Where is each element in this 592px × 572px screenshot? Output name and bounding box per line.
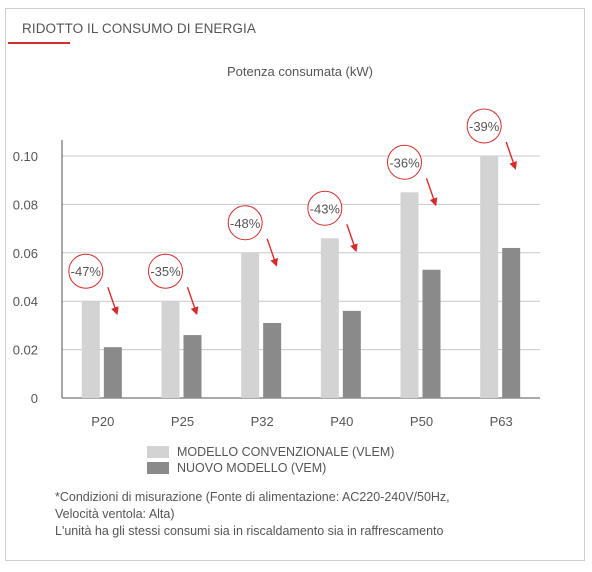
x-tick-label: P50 — [410, 414, 433, 429]
reduction-circle — [466, 108, 502, 144]
x-tick-label: P25 — [171, 414, 194, 429]
reduction-arrow — [266, 238, 278, 267]
bar-conventional — [400, 192, 419, 398]
legend-swatch-new — [147, 462, 169, 474]
bar-conventional — [241, 252, 260, 398]
bar-new — [422, 269, 441, 398]
reduction-arrow — [505, 141, 517, 170]
footnote-line-1: *Condizioni di misurazione (Fonte di ali… — [55, 490, 450, 504]
reduction-circle — [227, 205, 263, 241]
y-tick-label: 0.08 — [13, 197, 38, 212]
chart-legend: MODELLO CONVENZIONALE (VLEM) NUOVO MODEL… — [147, 445, 394, 477]
x-tick-label: P32 — [251, 414, 274, 429]
reduction-circle — [307, 190, 343, 226]
bar-conventional — [480, 156, 499, 398]
reduction-label: -35% — [150, 264, 181, 279]
bar-new — [342, 310, 361, 398]
bar-new — [183, 335, 202, 398]
reduction-label: -43% — [310, 201, 341, 216]
reduction-arrow — [425, 178, 438, 207]
bar-conventional — [161, 301, 180, 398]
legend-label-new: NUOVO MODELLO (VEM) — [177, 461, 327, 475]
y-tick-label: 0 — [31, 391, 38, 406]
measurement-footnote: *Condizioni di misurazione (Fonte di ali… — [55, 489, 450, 540]
y-tick-label: 0.10 — [13, 149, 38, 164]
legend-item-new: NUOVO MODELLO (VEM) — [147, 461, 394, 475]
panel-frame — [5, 8, 585, 561]
reduction-arrow — [186, 286, 199, 316]
bar-new — [502, 247, 521, 398]
section-title: RIDOTTO IL CONSUMO DI ENERGIA — [22, 21, 256, 36]
legend-label-conventional: MODELLO CONVENZIONALE (VLEM) — [177, 445, 395, 459]
reduction-label: -48% — [230, 216, 261, 231]
bar-new — [103, 347, 122, 398]
bar-new — [263, 322, 282, 398]
reduction-label: -36% — [389, 155, 420, 170]
x-tick-label: P40 — [330, 414, 353, 429]
reduction-circle — [387, 144, 422, 180]
bar-conventional — [320, 238, 339, 398]
reduction-circle — [148, 253, 183, 289]
bar-chart: 0.10 0.08 0.06 0.04 0.02 0 P20 -47% P25 -35% P32 -4… — [13, 108, 540, 429]
reduction-label: -39% — [469, 119, 500, 134]
y-tick-label: 0.04 — [13, 294, 38, 309]
y-tick-label: 0.06 — [13, 246, 38, 261]
bar-conventional — [81, 301, 100, 398]
x-tick-label: P20 — [91, 414, 114, 429]
footnote-line-3: L'unità ha gli stessi consumi sia in ris… — [55, 524, 444, 538]
footnote-line-2: Velocità ventola: Alta) — [55, 507, 175, 521]
reduction-circle — [68, 253, 104, 289]
legend-swatch-conventional — [147, 446, 169, 458]
reduction-arrow — [107, 286, 119, 316]
title-accent-rule — [8, 42, 70, 44]
legend-item-conventional: MODELLO CONVENZIONALE (VLEM) — [147, 445, 394, 459]
reduction-arrow — [346, 224, 358, 253]
x-tick-label: P63 — [490, 414, 513, 429]
reduction-label: -47% — [71, 264, 102, 279]
chart-title: Potenza consumata (kW) — [227, 64, 373, 79]
y-tick-label: 0.02 — [13, 343, 38, 358]
